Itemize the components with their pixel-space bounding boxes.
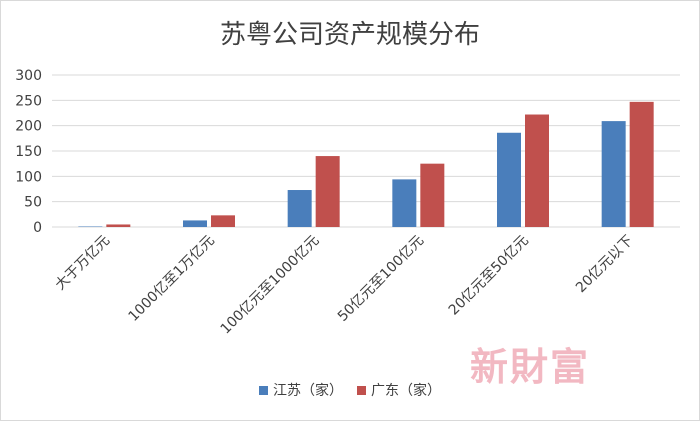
- legend-label-guangdong: 广东（家）: [371, 383, 441, 399]
- bar-jiangsu: [392, 179, 417, 227]
- y-tick-label: 0: [33, 220, 42, 236]
- bar-jiangsu: [78, 226, 103, 227]
- legend-swatch-guangdong: [357, 385, 366, 395]
- bar-guangdong: [106, 224, 131, 227]
- bar-jiangsu: [183, 220, 207, 227]
- bar-guangdong: [315, 156, 340, 227]
- bar-guangdong: [525, 114, 549, 227]
- x-tick-label: 100亿元至1000亿元: [218, 233, 323, 338]
- y-tick-label: 50: [24, 195, 42, 211]
- bar-jiangsu: [287, 190, 312, 227]
- legend-label-jiangsu: 江苏（家）: [273, 383, 343, 399]
- legend-item-jiangsu: 江苏（家）: [259, 380, 343, 400]
- y-tick-label: 300: [15, 68, 42, 84]
- bar-jiangsu: [601, 121, 626, 227]
- bar-jiangsu: [497, 132, 521, 227]
- x-tick-label: 1000亿至1万亿元: [126, 233, 218, 325]
- y-tick-label: 100: [15, 169, 42, 185]
- watermark-logo: 新財富: [470, 344, 591, 389]
- x-tick-label: 20亿元至50亿元: [446, 233, 532, 319]
- legend-item-guangdong: 广东（家）: [357, 380, 441, 400]
- bar-guangdong: [629, 101, 654, 227]
- y-tick-label: 250: [15, 93, 42, 109]
- y-tick-label: 150: [15, 144, 42, 160]
- x-tick-label: 20亿元以下: [573, 233, 637, 297]
- x-tick-label: 大于万亿元: [52, 233, 113, 294]
- bar-guangdong: [420, 163, 445, 227]
- legend-swatch-jiangsu: [259, 385, 268, 395]
- x-tick-label: 50亿元至100亿元: [335, 233, 427, 325]
- legend: 江苏（家） 广东（家）: [0, 380, 700, 400]
- bar-guangdong: [211, 215, 235, 227]
- chart-title: 苏粤公司资产规模分布: [219, 20, 480, 50]
- y-tick-label: 200: [15, 119, 42, 135]
